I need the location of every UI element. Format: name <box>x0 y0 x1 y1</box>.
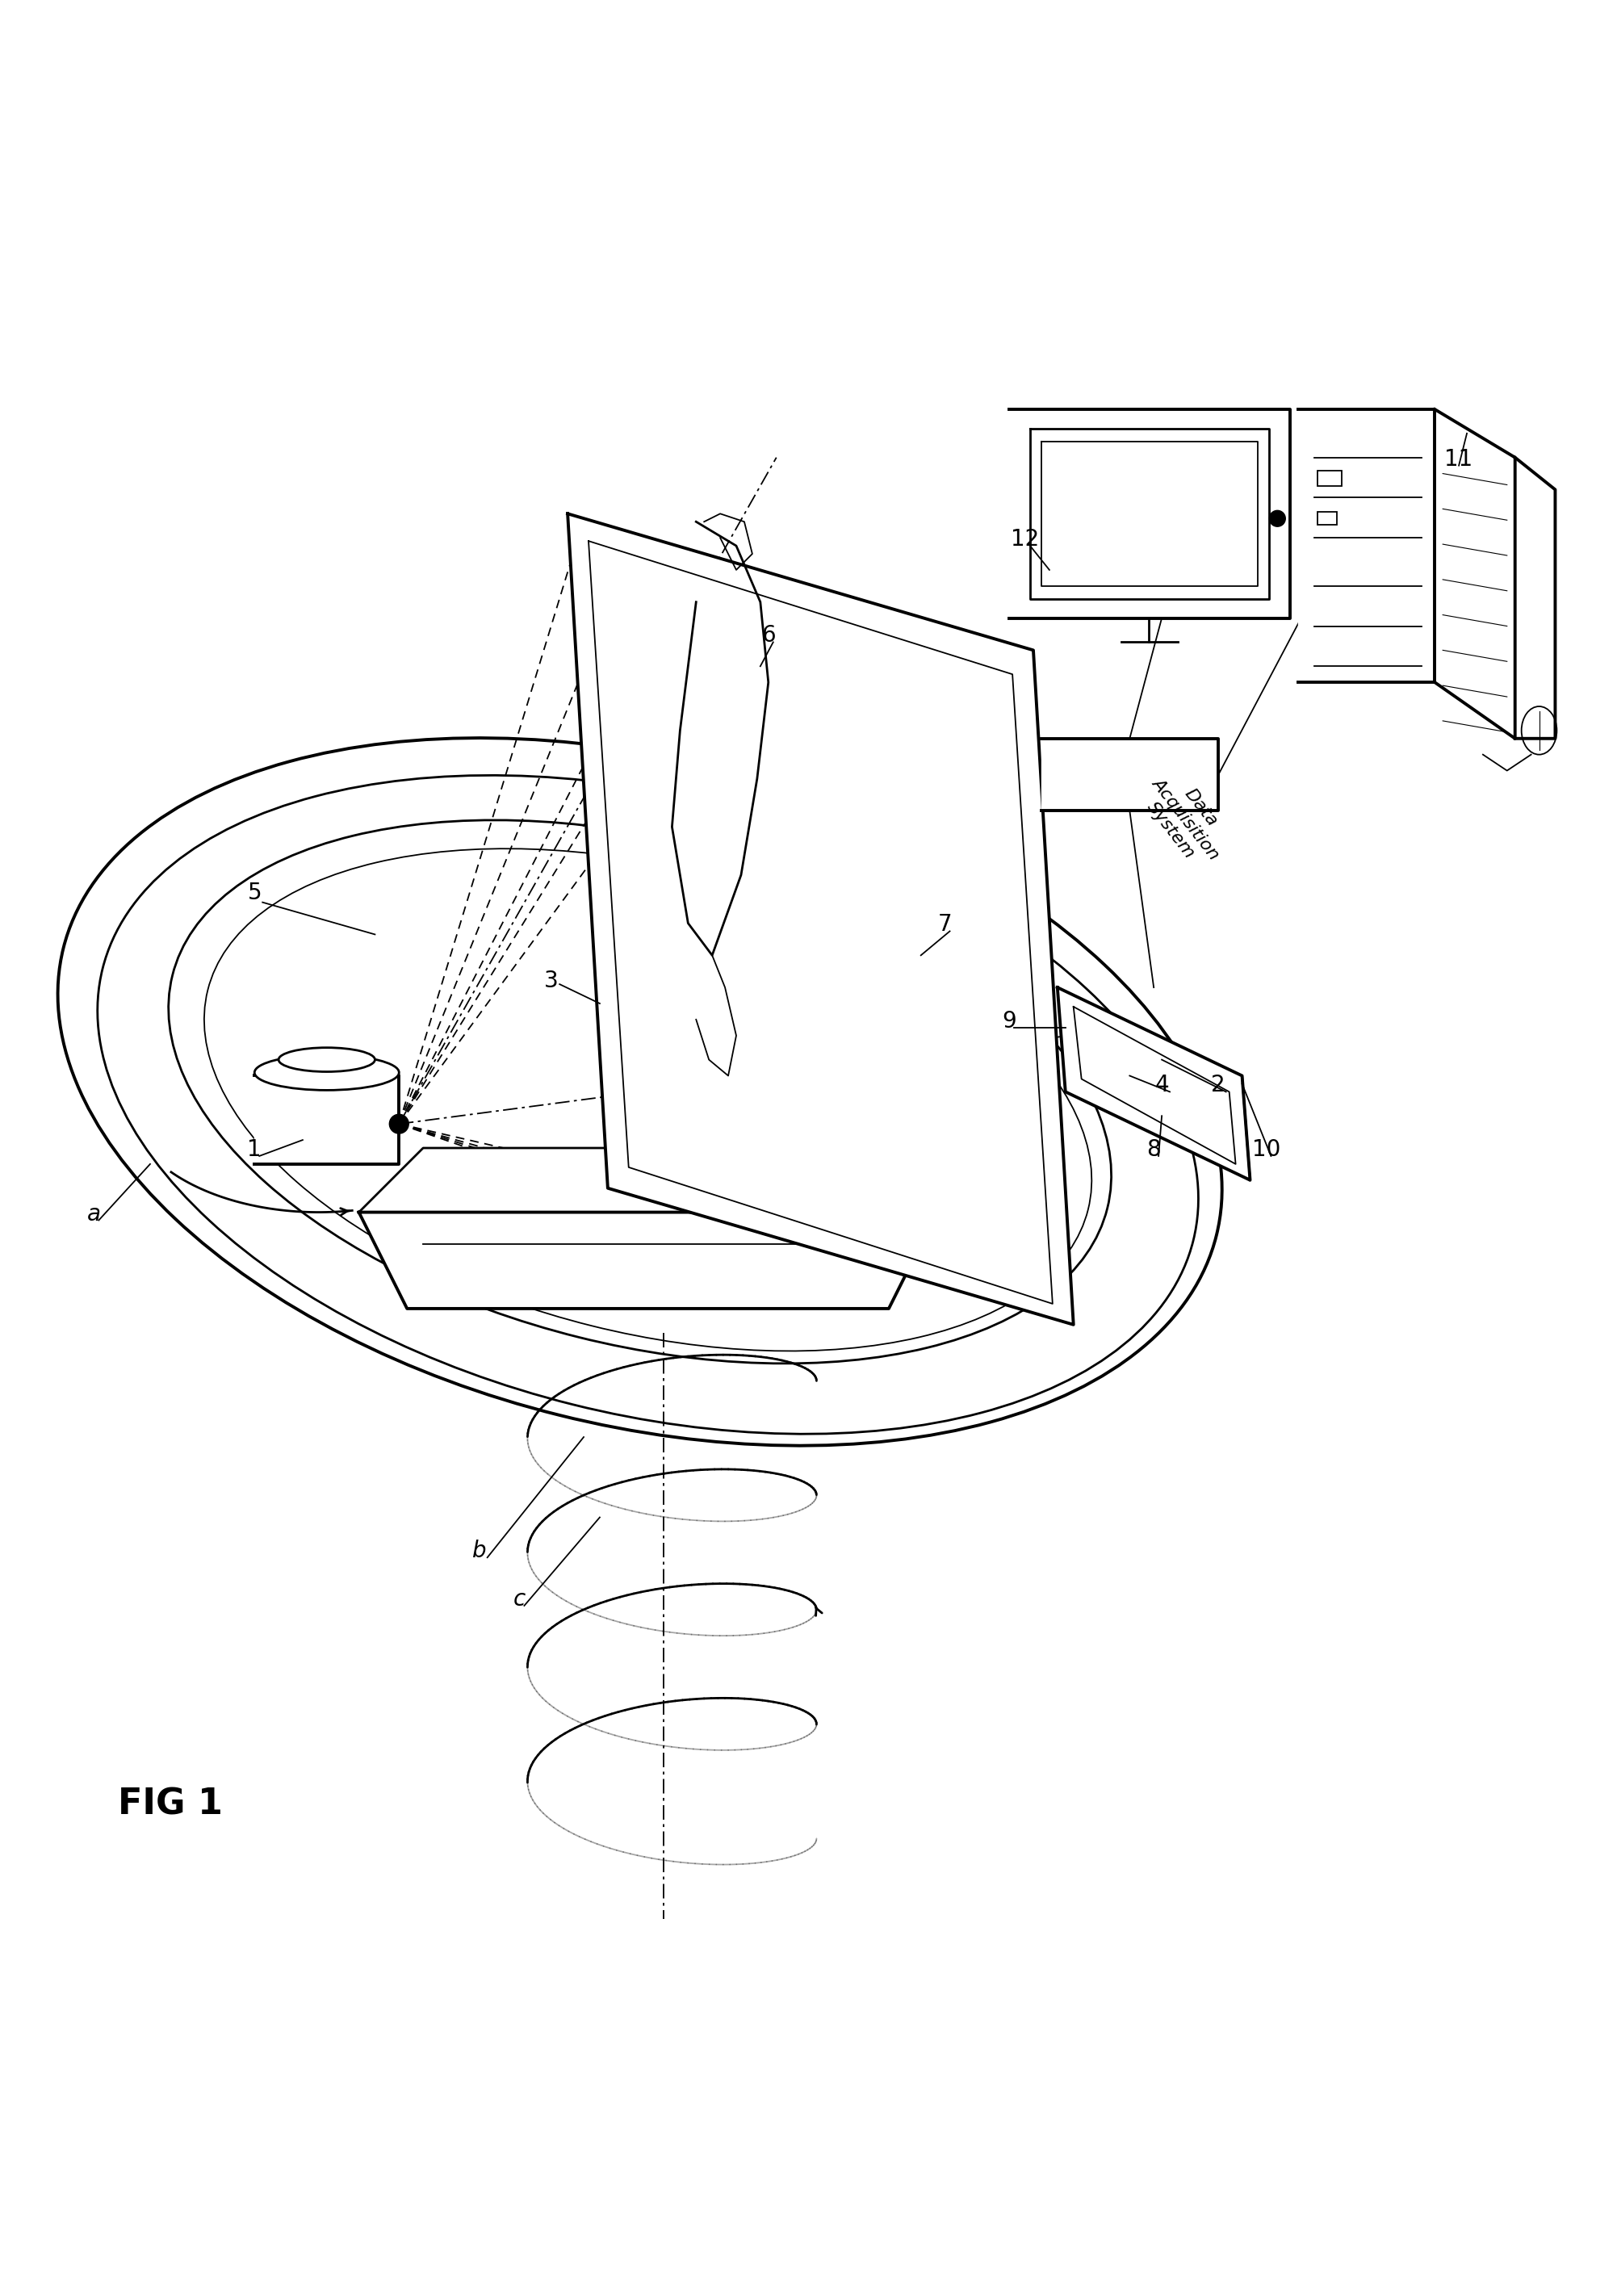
Text: c: c <box>513 1589 526 1609</box>
Text: 10: 10 <box>1252 1139 1281 1162</box>
Text: 8: 8 <box>1146 1139 1161 1162</box>
Text: 3: 3 <box>545 969 559 992</box>
Text: 9: 9 <box>1003 1010 1017 1033</box>
Circle shape <box>390 1114 409 1134</box>
Text: 7: 7 <box>938 914 952 937</box>
Polygon shape <box>1515 457 1556 739</box>
Polygon shape <box>359 1212 936 1309</box>
Polygon shape <box>1041 739 1218 810</box>
Ellipse shape <box>1522 707 1557 755</box>
Text: 5: 5 <box>247 882 262 905</box>
Polygon shape <box>1434 409 1515 739</box>
Polygon shape <box>359 1148 1001 1212</box>
Polygon shape <box>1298 409 1434 682</box>
Text: FIG 1: FIG 1 <box>118 1786 223 1821</box>
Text: 11: 11 <box>1444 448 1473 471</box>
Text: Data
Acquisition
System: Data Acquisition System <box>1135 762 1237 875</box>
Text: 12: 12 <box>1011 528 1040 551</box>
Polygon shape <box>1058 987 1250 1180</box>
Bar <box>1318 512 1337 526</box>
Ellipse shape <box>254 1054 399 1091</box>
Polygon shape <box>1009 409 1290 618</box>
Polygon shape <box>1041 441 1258 585</box>
Text: 4: 4 <box>1155 1075 1169 1097</box>
Ellipse shape <box>278 1047 375 1072</box>
Bar <box>1318 471 1342 487</box>
Circle shape <box>1269 510 1286 526</box>
Text: b: b <box>472 1541 487 1561</box>
Text: a: a <box>87 1203 100 1226</box>
Text: 6: 6 <box>762 625 776 647</box>
Text: 1: 1 <box>247 1139 262 1162</box>
Polygon shape <box>568 514 1074 1325</box>
Polygon shape <box>254 1077 399 1164</box>
Text: 2: 2 <box>1211 1075 1226 1097</box>
